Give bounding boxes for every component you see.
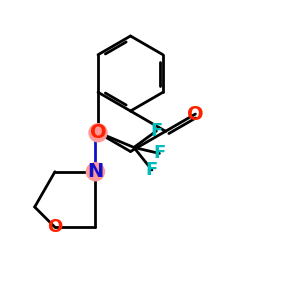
Text: O: O <box>187 104 204 124</box>
Circle shape <box>86 163 104 181</box>
Text: N: N <box>87 162 104 181</box>
Text: O: O <box>47 218 63 236</box>
Text: F: F <box>153 145 166 163</box>
Text: F: F <box>150 122 163 140</box>
Text: O: O <box>90 123 106 142</box>
Circle shape <box>89 124 107 142</box>
Text: F: F <box>146 161 158 179</box>
